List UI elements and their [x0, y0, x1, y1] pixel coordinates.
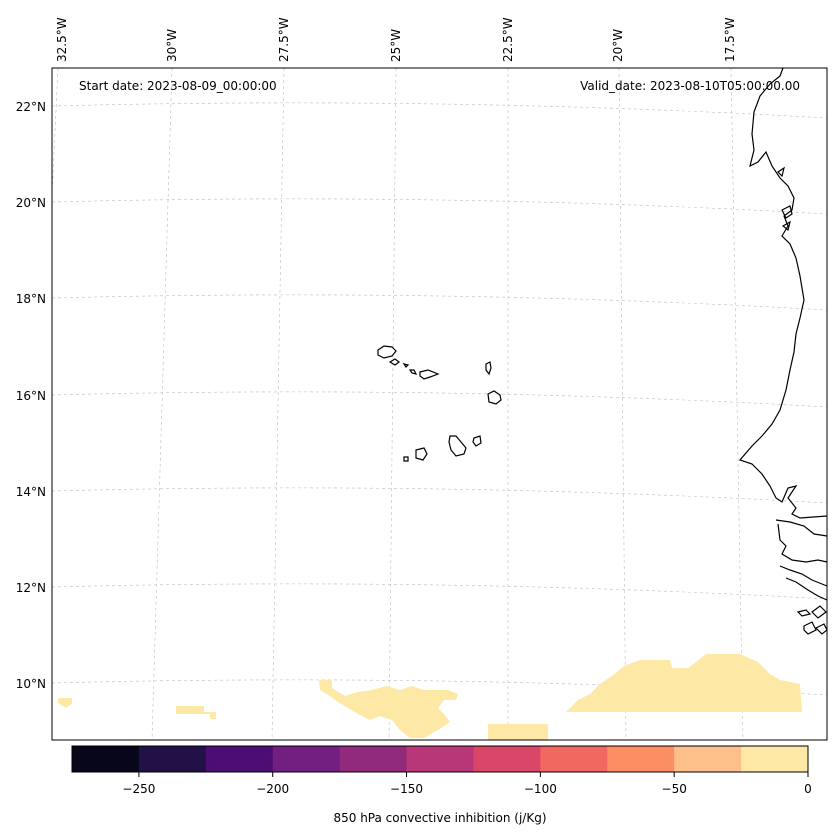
colorbar-tick-label: −250	[122, 782, 155, 796]
island-maio	[472, 435, 482, 447]
colorbar-bin	[540, 746, 608, 772]
lat-label-12n: 12°N	[16, 581, 46, 595]
island-fogo	[415, 447, 428, 461]
colorbar-bin	[205, 746, 274, 772]
island-sao-nicolau	[408, 369, 440, 380]
colorbar-bin	[272, 746, 341, 772]
colorbar-tick-label: −50	[662, 782, 687, 796]
colorbar-bin	[406, 746, 474, 772]
colorbar-bin	[741, 746, 809, 772]
lon-label-32-5w: 32.5°W	[55, 17, 69, 62]
colorbar-bin	[339, 746, 408, 772]
island-brava	[403, 456, 409, 462]
meridian-gridlines	[51, 67, 744, 741]
island-santo-antao	[377, 345, 397, 359]
lon-label-25w: 25°W	[389, 29, 403, 62]
lon-label-22-5w: 22.5°W	[501, 17, 515, 62]
cin-field-fill	[58, 654, 802, 740]
lon-label-20w: 20°W	[611, 29, 625, 62]
colorbar-bin	[607, 746, 675, 772]
start-date-label: Start date: 2023-08-09_00:00:00	[79, 79, 277, 93]
colorbar: −250 −200 −150 −100 −50 0 850 hPa convective …	[71, 745, 812, 825]
lat-label-20n: 20°N	[16, 196, 46, 210]
colorbar-label: 850 hPa convective inhibition (j/Kg)	[333, 811, 546, 825]
colorbar-tick-label: −100	[524, 782, 557, 796]
map-panel	[51, 67, 828, 741]
parallel-gridlines	[51, 102, 828, 696]
colorbar-bin	[473, 746, 541, 772]
island-sal	[485, 361, 492, 376]
colorbar-bin	[72, 746, 140, 772]
valid-date-label: Valid_date: 2023-08-10T05:00:00.00	[580, 79, 800, 93]
latitude-labels: 22°N 20°N 18°N 16°N 14°N 12°N 10°N	[16, 100, 46, 691]
lat-label-18n: 18°N	[16, 292, 46, 306]
colorbar-bin	[674, 746, 742, 772]
island-santa-luzia	[402, 363, 410, 368]
colorbar-frame	[71, 745, 809, 773]
colorbar-bins	[72, 746, 809, 772]
colorbar-ticks: −250 −200 −150 −100 −50 0	[122, 772, 812, 796]
island-santiago	[448, 435, 467, 457]
lat-label-10n: 10°N	[16, 677, 46, 691]
african-coastline	[738, 67, 828, 635]
lat-label-16n: 16°N	[16, 389, 46, 403]
colorbar-tick-label: 0	[804, 782, 812, 796]
island-sao-vicente	[388, 358, 400, 366]
colorbar-tick-label: −200	[256, 782, 289, 796]
lon-label-17-5w: 17.5°W	[723, 17, 737, 62]
lon-label-27-5w: 27.5°W	[277, 17, 291, 62]
lat-label-22n: 22°N	[16, 100, 46, 114]
cape-verde-islands	[377, 345, 502, 462]
colorbar-bin	[138, 746, 207, 772]
island-boa-vista	[487, 390, 502, 405]
map-frame	[51, 67, 828, 741]
longitude-labels: 32.5°W 30°W 27.5°W 25°W 22.5°W 20°W 17.5…	[55, 17, 737, 62]
lat-label-14n: 14°N	[16, 485, 46, 499]
lon-label-30w: 30°W	[165, 29, 179, 62]
colorbar-tick-label: −150	[390, 782, 423, 796]
